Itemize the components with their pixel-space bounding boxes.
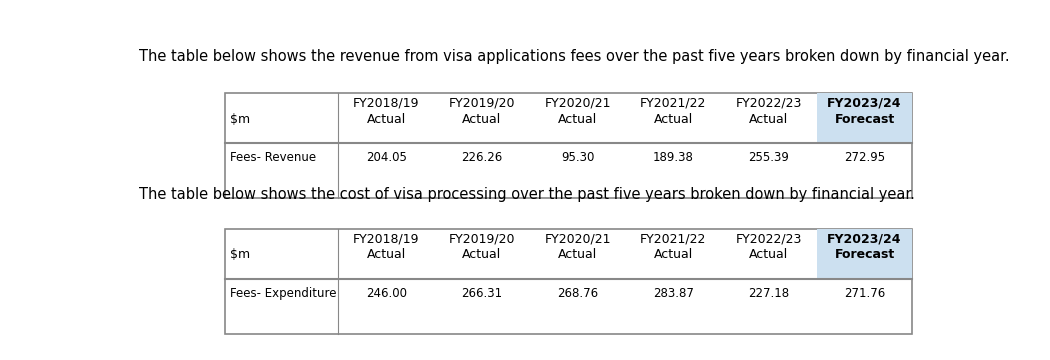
Bar — [225, 229, 912, 334]
Text: Fees- Revenue: Fees- Revenue — [230, 151, 316, 164]
Text: FY2022/23: FY2022/23 — [736, 96, 802, 109]
Text: FY2020/21: FY2020/21 — [544, 232, 611, 245]
Bar — [817, 93, 912, 143]
Text: FY2018/19: FY2018/19 — [353, 232, 419, 245]
Text: Actual: Actual — [366, 248, 405, 261]
Bar — [817, 229, 912, 279]
Text: FY2018/19: FY2018/19 — [353, 96, 419, 109]
Text: 95.30: 95.30 — [561, 151, 594, 164]
Text: FY2019/20: FY2019/20 — [448, 232, 516, 245]
Text: The table below shows the cost of visa processing over the past five years broke: The table below shows the cost of visa p… — [140, 187, 916, 202]
Text: 226.26: 226.26 — [461, 151, 503, 164]
Text: 268.76: 268.76 — [556, 287, 598, 300]
Text: 189.38: 189.38 — [653, 151, 694, 164]
Text: 255.39: 255.39 — [749, 151, 790, 164]
Text: FY2019/20: FY2019/20 — [448, 96, 516, 109]
Text: 204.05: 204.05 — [365, 151, 406, 164]
Text: Actual: Actual — [750, 113, 789, 126]
Text: Actual: Actual — [653, 248, 693, 261]
Text: Actual: Actual — [653, 113, 693, 126]
Text: 283.87: 283.87 — [653, 287, 694, 300]
Text: $m: $m — [230, 113, 250, 126]
Text: Actual: Actual — [462, 113, 502, 126]
Text: Actual: Actual — [366, 113, 405, 126]
Text: 246.00: 246.00 — [365, 287, 406, 300]
Text: Actual: Actual — [750, 248, 789, 261]
Text: Actual: Actual — [462, 248, 502, 261]
Text: FY2020/21: FY2020/21 — [544, 96, 611, 109]
Text: FY2023/24: FY2023/24 — [827, 232, 902, 245]
Text: Forecast: Forecast — [835, 248, 895, 261]
Text: 266.31: 266.31 — [461, 287, 502, 300]
Text: Actual: Actual — [558, 113, 597, 126]
Text: 272.95: 272.95 — [844, 151, 885, 164]
Text: Fees- Expenditure: Fees- Expenditure — [230, 287, 336, 300]
Text: Forecast: Forecast — [835, 113, 895, 126]
Bar — [225, 93, 912, 198]
Text: The table below shows the revenue from visa applications fees over the past five: The table below shows the revenue from v… — [140, 49, 1010, 64]
Text: FY2021/22: FY2021/22 — [640, 232, 707, 245]
Text: 271.76: 271.76 — [844, 287, 885, 300]
Text: FY2023/24: FY2023/24 — [827, 96, 902, 109]
Text: FY2021/22: FY2021/22 — [640, 96, 707, 109]
Text: $m: $m — [230, 248, 250, 261]
Text: 227.18: 227.18 — [749, 287, 790, 300]
Text: Actual: Actual — [558, 248, 597, 261]
Text: FY2022/23: FY2022/23 — [736, 232, 802, 245]
